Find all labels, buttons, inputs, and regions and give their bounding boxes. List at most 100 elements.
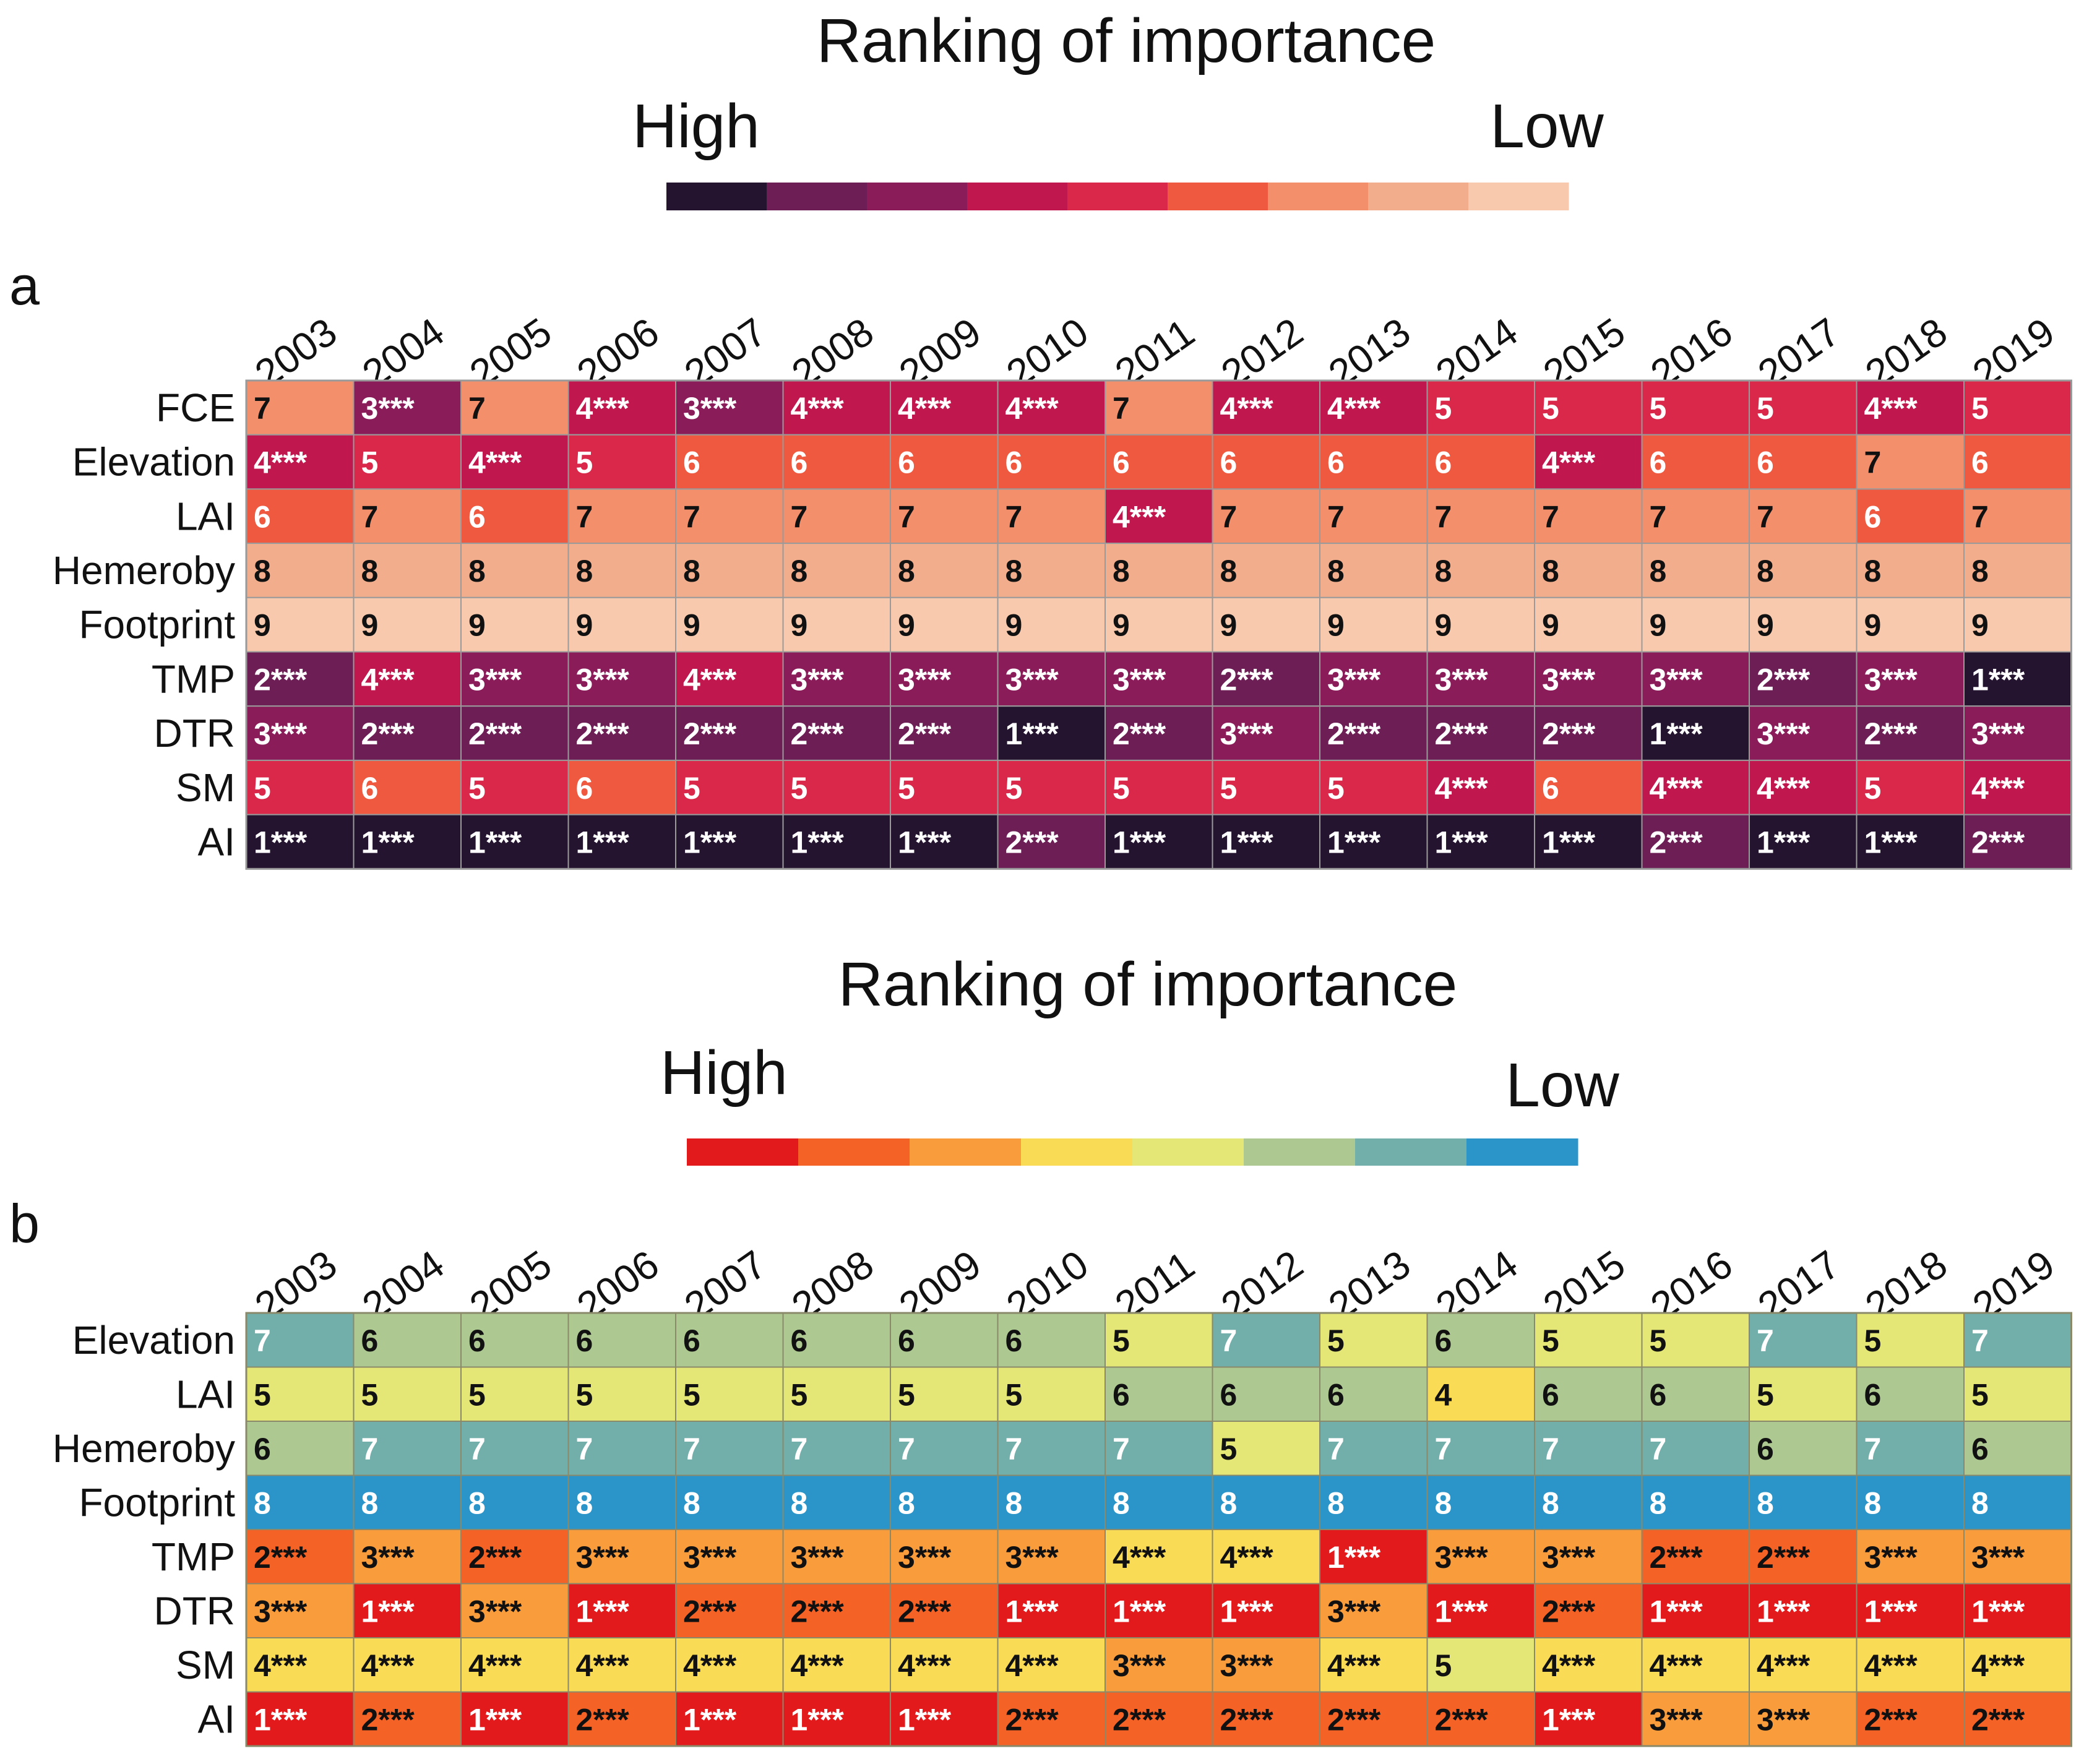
panel-a-cell-label: 6 bbox=[898, 445, 915, 480]
panel-a-cell-label: 4*** bbox=[361, 662, 415, 697]
panel-b-cell-label: 6 bbox=[1971, 1432, 1989, 1466]
panel-a-heatmap-cell bbox=[353, 651, 462, 707]
panel-b-cell-label: 7 bbox=[1220, 1323, 1238, 1358]
panel-b-heatmap: 2003 2004 2005 2006 2007 2008 2009 2010 2011 2012… bbox=[53, 1242, 2072, 1747]
panel-a-cell-label: 2*** bbox=[1113, 716, 1166, 751]
panel-b-cell-label: 7 bbox=[1650, 1432, 1667, 1466]
panel-a-cell-label: 3*** bbox=[361, 391, 415, 426]
panel-b-cell-label: 6 bbox=[1542, 1377, 1559, 1412]
panel-b-cell-label: 6 bbox=[791, 1323, 808, 1358]
panel-a-heatmap-cell bbox=[1856, 596, 1965, 653]
panel-b-legend: Ranking of importance High Low bbox=[660, 950, 1620, 1166]
panel-a-cell-label: 9 bbox=[254, 608, 271, 643]
panel-b-colorbar bbox=[687, 1138, 1578, 1166]
panel-b-cell-label: 7 bbox=[1005, 1432, 1023, 1466]
panel-a-heatmap-cell bbox=[675, 705, 784, 761]
panel-b-heatmap-cell bbox=[997, 1474, 1106, 1530]
panel-a-heatmap-cell bbox=[246, 814, 355, 870]
panel-b-heatmap-cell bbox=[1104, 1312, 1213, 1368]
panel-b-cell-label: 3*** bbox=[791, 1540, 845, 1575]
panel-a-cell-label: 7 bbox=[361, 499, 379, 534]
panel-a-cell-label: 6 bbox=[1542, 771, 1559, 806]
panel-b-heatmap-cell bbox=[1104, 1691, 1213, 1747]
panel-b-cell-label: 7 bbox=[1971, 1323, 1989, 1358]
panel-b-heatmap-cell bbox=[782, 1474, 891, 1530]
panel-a-heatmap-cell bbox=[1534, 543, 1643, 598]
panel-b-heatmap-cell bbox=[460, 1421, 569, 1476]
panel-a-heatmap-cell bbox=[1212, 759, 1320, 815]
panel-a-heatmap-cell bbox=[782, 596, 891, 653]
panel-a-cell-label: 1*** bbox=[1435, 825, 1489, 859]
panel-b-heatmap-cell bbox=[1212, 1529, 1320, 1585]
panel-a-cell-label: 2*** bbox=[1005, 825, 1059, 859]
panel-a-colorbar bbox=[666, 183, 1569, 210]
panel-b-cell-label: 6 bbox=[254, 1432, 271, 1466]
panel-b-cell-label: 8 bbox=[254, 1486, 271, 1520]
panel-b-heatmap-cell bbox=[1104, 1474, 1213, 1530]
panel-a-legend: Ranking of importance High Low bbox=[632, 6, 1604, 210]
panel-b-heatmap-cell bbox=[1641, 1583, 1750, 1638]
panel-a-heatmap-cell bbox=[1319, 814, 1428, 870]
panel-a-heatmap-cell bbox=[1641, 759, 1750, 815]
panel-a-cell-label: 8 bbox=[791, 554, 808, 588]
panel-a-heatmap-cell bbox=[1104, 488, 1213, 544]
panel-a-legend-high-label: High bbox=[632, 92, 760, 161]
panel-a-cell-label: 2*** bbox=[468, 716, 522, 751]
panel-a-heatmap-cell bbox=[1749, 596, 1858, 653]
panel-b-heatmap-cell bbox=[246, 1637, 355, 1693]
panel-a-cell-label: 2*** bbox=[1220, 662, 1274, 697]
panel-a-row-label: AI bbox=[198, 819, 235, 864]
panel-b-cell-label: 3*** bbox=[1542, 1540, 1596, 1575]
panel-a-colorbar-swatch bbox=[1067, 183, 1168, 210]
panel-b-cell-label: 4 bbox=[1435, 1377, 1452, 1412]
panel-b-colorbar-swatch bbox=[798, 1138, 910, 1166]
panel-a-cell-label: 9 bbox=[361, 608, 379, 643]
panel-a-cell-label: 6 bbox=[1220, 445, 1238, 480]
panel-a-heatmap-cell bbox=[675, 814, 784, 870]
panel-a-cell-label: 1*** bbox=[468, 825, 522, 859]
panel-b-heatmap-cell bbox=[567, 1312, 676, 1368]
panel-a-heatmap-cell bbox=[782, 759, 891, 815]
panel-b-cell-label: 1*** bbox=[1757, 1594, 1811, 1628]
panel-a-cell-label: 8 bbox=[1005, 554, 1023, 588]
panel-a-cell-label: 7 bbox=[1220, 499, 1238, 534]
panel-a-heatmap-cell bbox=[460, 596, 569, 653]
panel-b-cell-label: 3*** bbox=[898, 1540, 952, 1575]
panel-b-cell-label: 6 bbox=[576, 1323, 593, 1358]
panel-a-cell-label: 4*** bbox=[1220, 391, 1274, 426]
panel-a-cell-label: 8 bbox=[1971, 554, 1989, 588]
panel-b-cell-label: 1*** bbox=[791, 1702, 845, 1737]
panel-a-heatmap-cell bbox=[890, 380, 999, 436]
panel-a-heatmap-cell bbox=[1749, 488, 1858, 544]
panel-a-cell-label: 3*** bbox=[1757, 716, 1811, 751]
panel-a-cell-label: 2*** bbox=[1542, 716, 1596, 751]
panel-b-cell-label: 5 bbox=[1542, 1323, 1559, 1358]
panel-b-heatmap-cell bbox=[1856, 1691, 1965, 1747]
panel-b-cell-label: 2*** bbox=[1220, 1702, 1274, 1737]
panel-b-cell-label: 1*** bbox=[576, 1594, 630, 1628]
panel-a-cell-label: 5 bbox=[576, 445, 593, 480]
panel-b-row-label: LAI bbox=[176, 1372, 235, 1416]
panel-b-heatmap-cell bbox=[567, 1583, 676, 1638]
panel-a-cell-label: 2*** bbox=[361, 716, 415, 751]
panel-a-heatmap-cell bbox=[997, 543, 1106, 598]
panel-b-heatmap-cell bbox=[1963, 1421, 2072, 1476]
panel-b-heatmap-cell bbox=[997, 1583, 1106, 1638]
panel-a-heatmap-cell bbox=[1963, 814, 2072, 870]
panel-a-heatmap-cell bbox=[460, 543, 569, 598]
panel-a-heatmap-cell bbox=[782, 705, 891, 761]
panel-a-cell-label: 1*** bbox=[1864, 825, 1918, 859]
panel-a-cell-label: 6 bbox=[1005, 445, 1023, 480]
panel-b-heatmap-cell bbox=[1212, 1637, 1320, 1693]
panel-b-cell-label: 3*** bbox=[361, 1540, 415, 1575]
panel-a-heatmap-cell bbox=[675, 759, 784, 815]
panel-b-cell-label: 1*** bbox=[1327, 1540, 1381, 1575]
panel-a-heatmap-cell bbox=[1426, 488, 1535, 544]
panel-a-row-label: TMP bbox=[152, 656, 235, 701]
panel-b-cell-label: 4*** bbox=[361, 1648, 415, 1683]
panel-b-heatmap-cell bbox=[782, 1637, 891, 1693]
panel-b-cell-label: 1*** bbox=[1542, 1702, 1596, 1737]
panel-b-heatmap-cell bbox=[1104, 1421, 1213, 1476]
panel-b-heatmap-cell bbox=[1319, 1421, 1428, 1476]
